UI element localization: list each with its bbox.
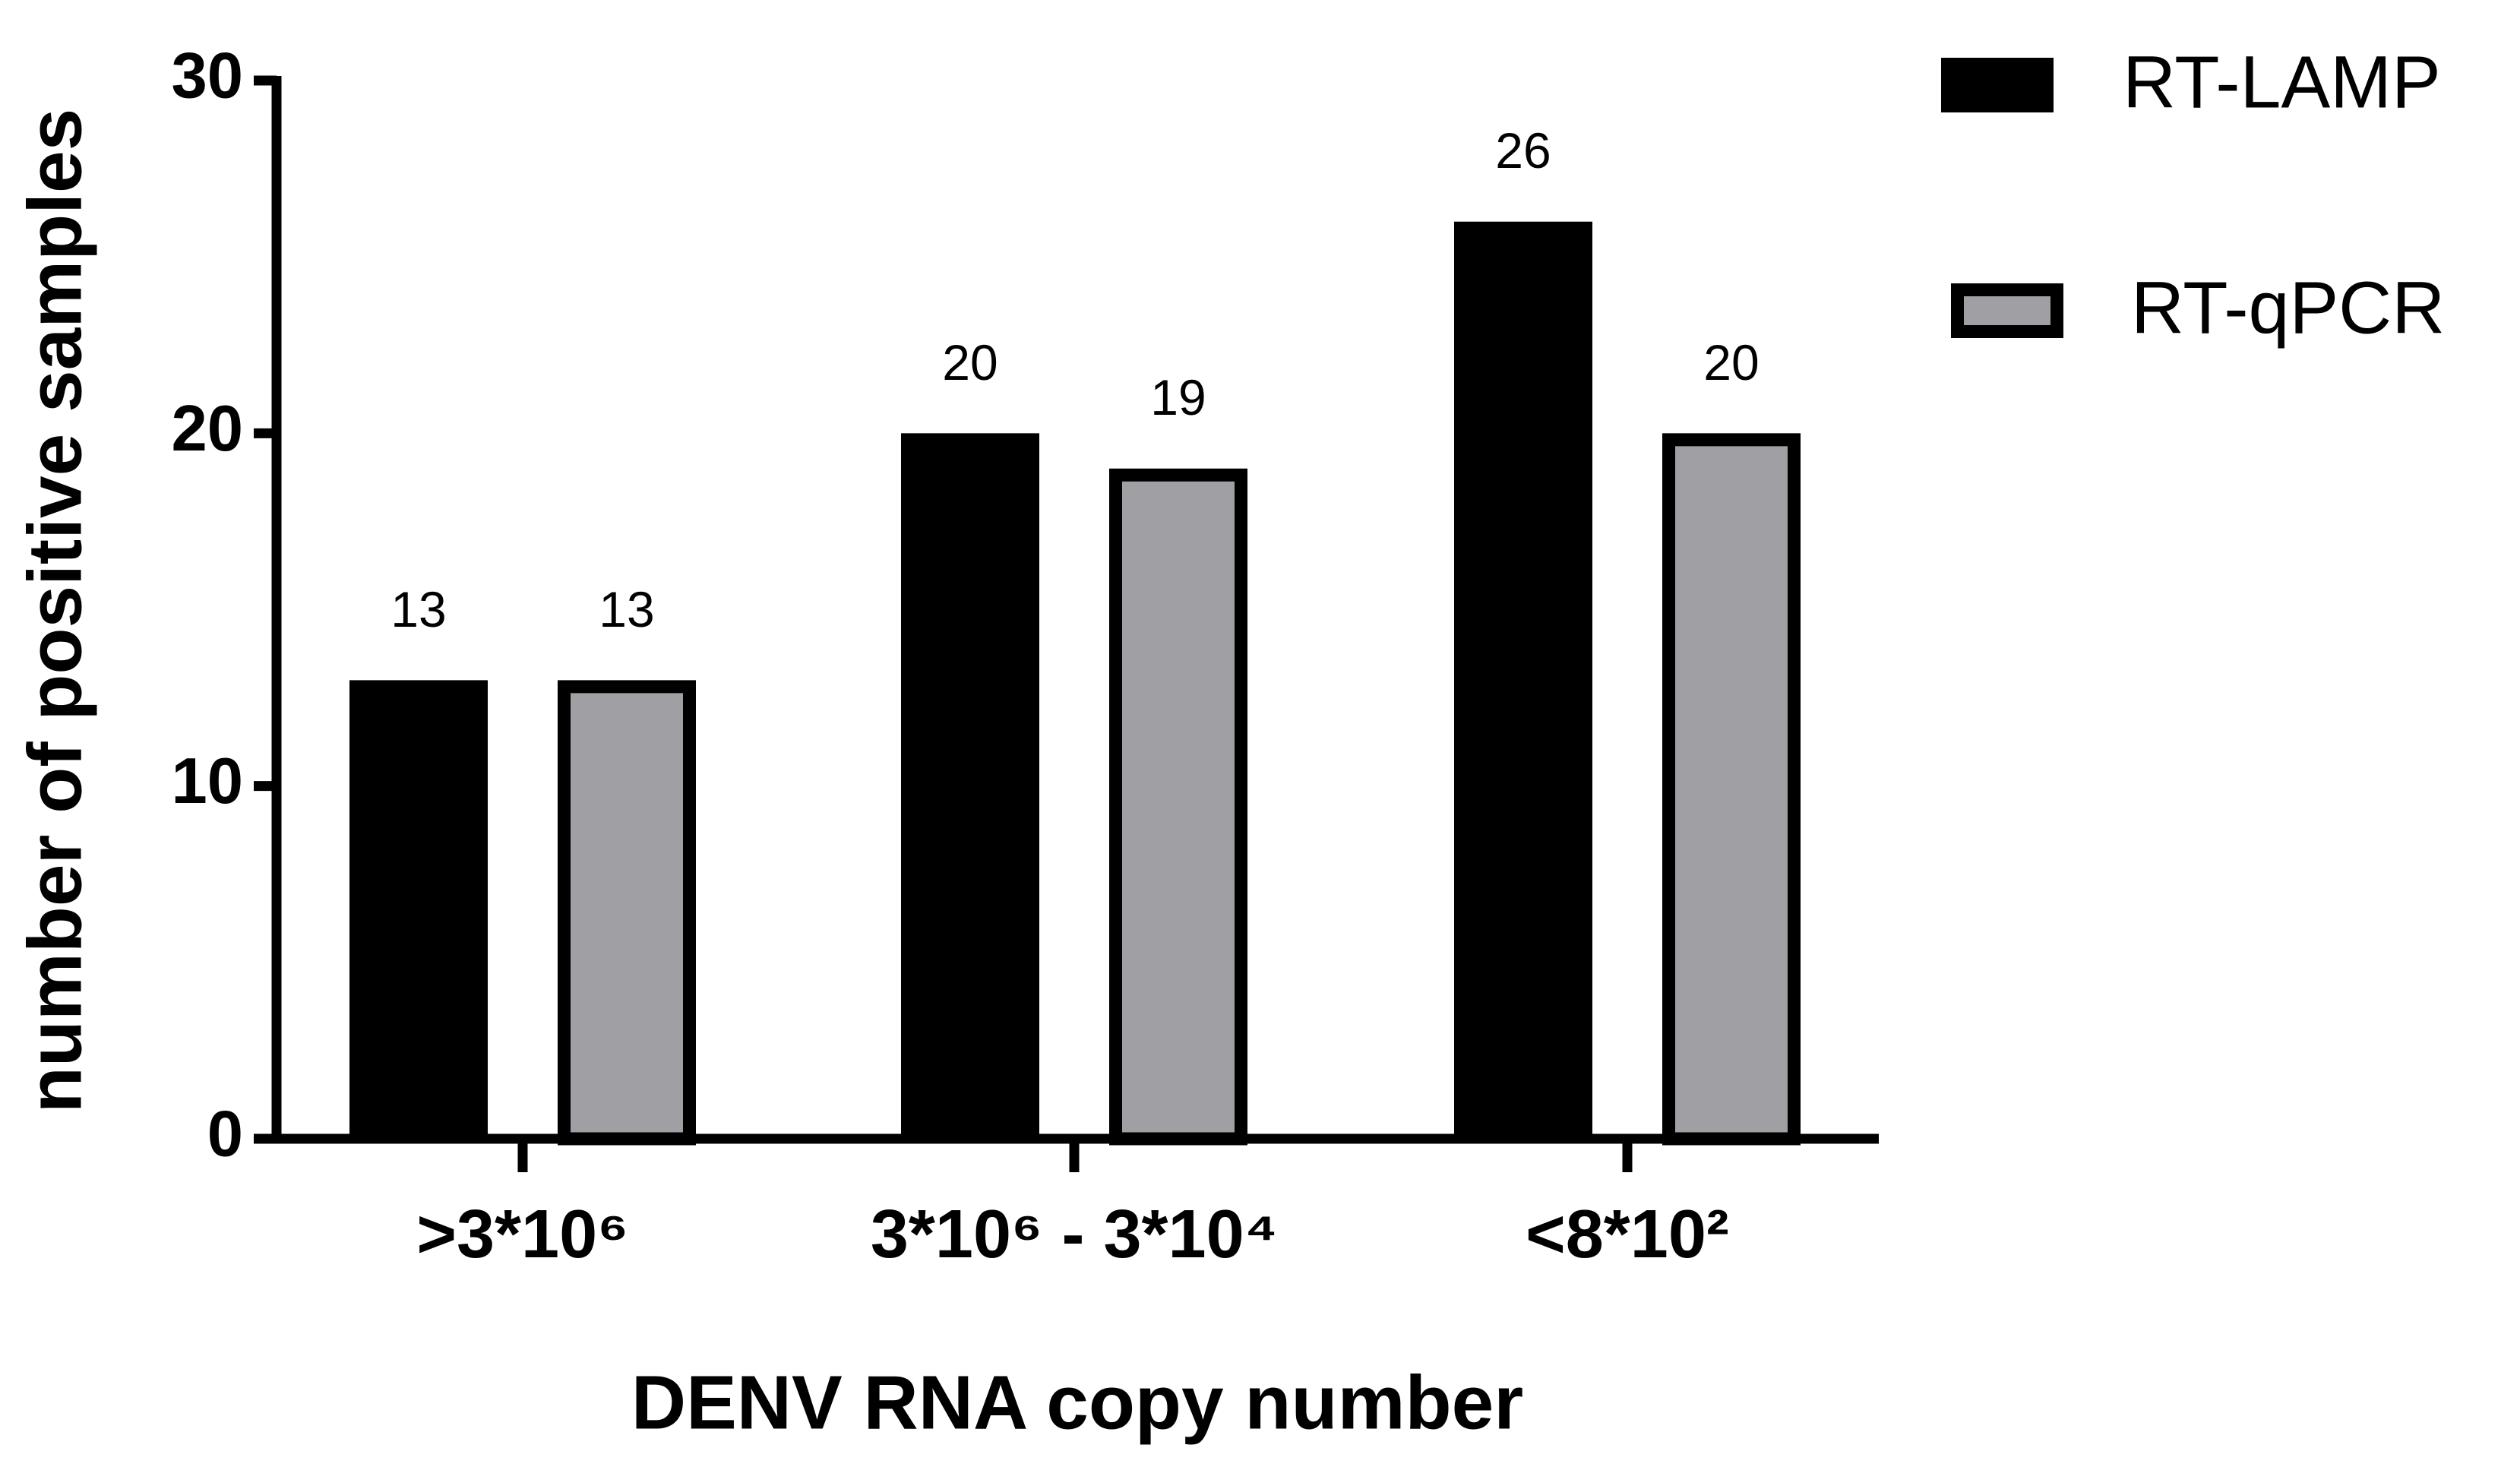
value-label: 20	[1703, 334, 1759, 390]
value-label: 20	[942, 334, 998, 390]
y-tick-label: 30	[171, 40, 243, 112]
bar	[349, 680, 488, 1139]
y-tick-label: 20	[171, 393, 243, 465]
x-tick-label: >3*10⁶	[416, 1197, 628, 1272]
bar	[558, 680, 696, 1146]
legend-swatch	[1941, 58, 2054, 112]
x-axis-title: DENV RNA copy number	[631, 1360, 1523, 1445]
y-tick-label: 10	[171, 745, 243, 817]
legend-swatch	[1951, 283, 2063, 338]
legend-label: RT-qPCR	[2131, 267, 2445, 349]
legend-label: RT-LAMP	[2123, 41, 2441, 124]
bar	[901, 433, 1039, 1139]
bar	[1454, 221, 1592, 1139]
y-axis-title: number of positive samples	[12, 109, 97, 1114]
bar	[1662, 433, 1801, 1146]
x-tick-label: 3*10⁶ - 3*10⁴	[871, 1197, 1278, 1272]
x-tick-label: <8*10²	[1526, 1197, 1729, 1272]
value-label: 13	[390, 581, 446, 637]
value-label: 26	[1495, 122, 1551, 179]
value-label: 13	[599, 581, 654, 637]
value-label: 19	[1150, 369, 1206, 425]
y-tick-label: 0	[207, 1098, 243, 1170]
bar	[1109, 468, 1247, 1146]
